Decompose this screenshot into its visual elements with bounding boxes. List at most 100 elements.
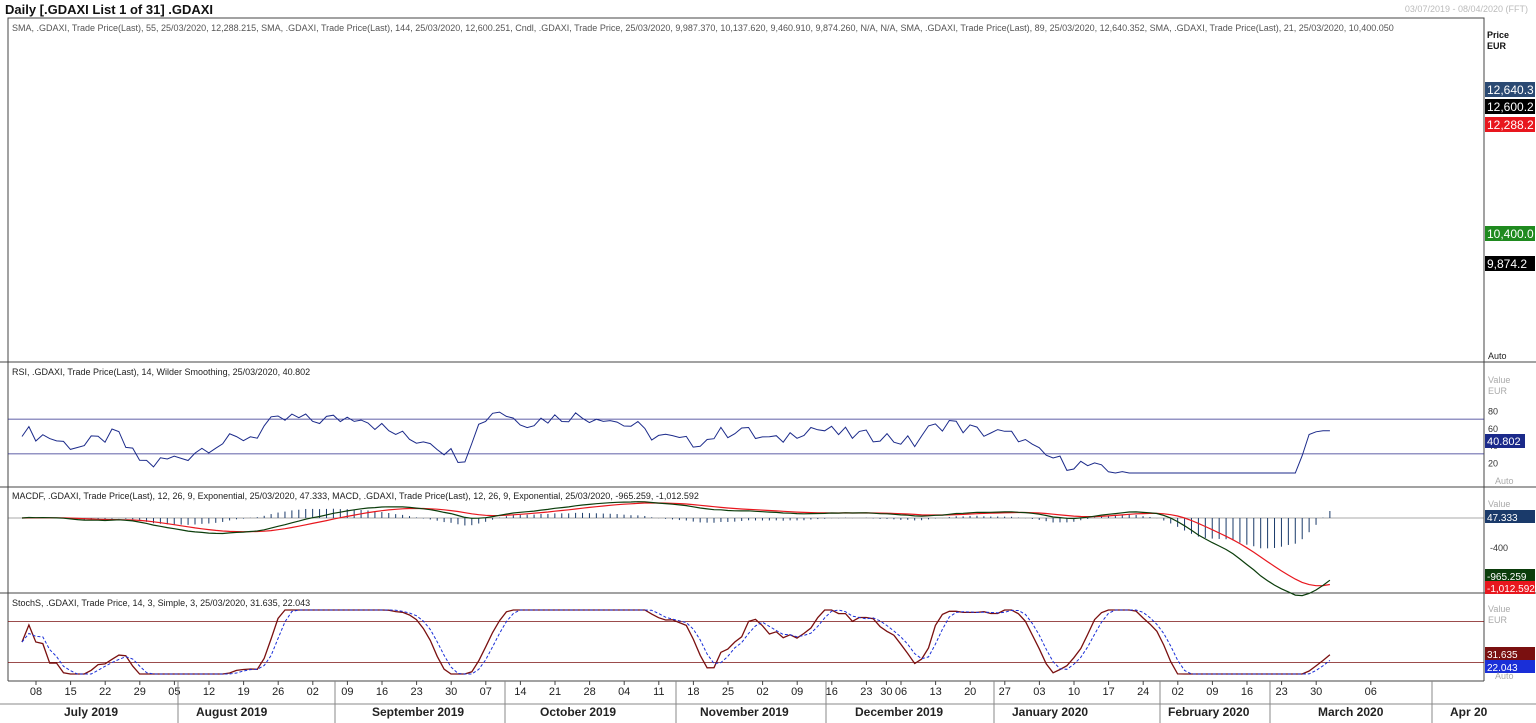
stoch-auto-button: Auto — [1495, 671, 1514, 681]
stoch-k-line — [21, 609, 1331, 675]
date-tick-label: 09 — [341, 686, 353, 698]
macd-signal-line — [21, 502, 1330, 587]
date-tick-label: 30 — [880, 686, 892, 698]
rsi-tick-label: 80 — [1488, 406, 1498, 416]
date-tick-label: 02 — [1172, 686, 1184, 698]
date-tick-label: 15 — [64, 686, 76, 698]
date-tick-label: 27 — [999, 686, 1011, 698]
date-tick-label: 18 — [687, 686, 699, 698]
rsi-indicator — [8, 411, 1484, 474]
auto-scale-button: Auto — [1488, 351, 1507, 361]
macd-indicator — [8, 501, 1484, 597]
macd-tag-label: -1,012.592 — [1487, 584, 1535, 595]
date-tick-label: 03 — [1033, 686, 1045, 698]
rsi-tag-bg — [1485, 434, 1525, 448]
rsi-axis-unit: EUR — [1488, 386, 1508, 396]
date-tick-label: 21 — [549, 686, 561, 698]
price-tag-label: 12,288.2 — [1487, 118, 1534, 132]
rsi-axis-header: Value — [1488, 375, 1510, 385]
date-tick-label: 24 — [1137, 686, 1149, 698]
date-tick-label: 25 — [722, 686, 734, 698]
rsi-tick-label: 60 — [1488, 424, 1498, 434]
date-tick-label: 19 — [237, 686, 249, 698]
macd-tag-label: 47.333 — [1487, 513, 1518, 524]
date-tick-label: 09 — [791, 686, 803, 698]
macd-tag-bg — [1485, 581, 1535, 594]
date-tick-label: 16 — [826, 686, 838, 698]
date-tick-label: 10 — [1068, 686, 1080, 698]
price-tag-bg — [1485, 226, 1535, 241]
date-tick-label: 28 — [583, 686, 595, 698]
month-label: August 2019 — [196, 705, 268, 719]
macd-tick-label: -400 — [1490, 543, 1508, 553]
date-tick-label: 12 — [203, 686, 215, 698]
date-tick-label: 17 — [1102, 686, 1114, 698]
date-tick-label: 16 — [1241, 686, 1253, 698]
macd-axis-header: Value — [1488, 499, 1510, 509]
price-tag-bg — [1485, 99, 1535, 114]
rsi-line — [21, 411, 1330, 474]
date-tick-label: 16 — [376, 686, 388, 698]
price-tag-bg — [1485, 256, 1535, 271]
panel-frames — [0, 17, 1536, 705]
macd-line — [21, 501, 1331, 597]
price-tag-label: 12,600.2 — [1487, 100, 1534, 114]
date-tick-label: 20 — [964, 686, 976, 698]
stochastic-indicator — [8, 609, 1484, 675]
date-tick-label: 23 — [410, 686, 422, 698]
date-tick-label: 02 — [307, 686, 319, 698]
date-tick-label: 29 — [134, 686, 146, 698]
macd-tag-bg — [1485, 510, 1535, 523]
date-tick-label: 06 — [895, 686, 907, 698]
month-label: July 2019 — [64, 705, 118, 719]
date-tick-label: 11 — [653, 686, 664, 698]
month-label: March 2020 — [1318, 705, 1384, 719]
date-tick-label: 14 — [514, 686, 526, 698]
date-tick-label: 13 — [929, 686, 941, 698]
date-tick-label: 08 — [30, 686, 42, 698]
price-axis-header: Price — [1487, 30, 1509, 40]
macd-tag-label: -965.259 — [1487, 572, 1527, 583]
date-tick-label: 05 — [168, 686, 180, 698]
stoch-d-line — [21, 609, 1331, 675]
date-axis: 08 15 22 29 05 12 19 26 02 09 16 23 30 07 14 21 28 04 11 18… — [30, 681, 1488, 723]
month-label: February 2020 — [1168, 705, 1250, 719]
date-tick-label: 30 — [1310, 686, 1322, 698]
price-value-tags: 12,640.3 12,600.2 12,288.2 10,400.0 9,874.2 — [1485, 82, 1535, 271]
month-label: October 2019 — [540, 705, 616, 719]
month-label: September 2019 — [372, 705, 464, 719]
macd-legend: MACDF, .GDAXI, Trade Price(Last), 12, 26… — [12, 491, 699, 501]
price-tag-bg — [1485, 82, 1535, 97]
stoch-axis-header: Value — [1488, 604, 1510, 614]
date-tick-label: 09 — [1206, 686, 1218, 698]
date-tick-label: 23 — [1275, 686, 1287, 698]
date-tick-label: 26 — [272, 686, 284, 698]
price-tag-label: 12,640.3 — [1487, 83, 1534, 97]
stoch-legend: StochS, .GDAXI, Trade Price, 14, 3, Simp… — [12, 598, 310, 608]
month-label: Apr 20 — [1450, 705, 1488, 719]
price-legend: SMA, .GDAXI, Trade Price(Last), 55, 25/0… — [12, 23, 1394, 33]
date-tick-label: 07 — [480, 686, 492, 698]
price-tag-bg — [1485, 117, 1535, 132]
date-tick-label: 23 — [860, 686, 872, 698]
stoch-axis-unit: EUR — [1488, 615, 1508, 625]
price-tag-label: 9,874.2 — [1487, 257, 1527, 271]
date-tick-label: 06 — [1365, 686, 1377, 698]
rsi-auto-button: Auto — [1495, 476, 1514, 486]
price-tag-label: 10,400.0 — [1487, 227, 1534, 241]
rsi-tag-label: 40.802 — [1487, 436, 1521, 448]
month-label: December 2019 — [855, 705, 943, 719]
date-tick-label: 30 — [445, 686, 457, 698]
rsi-tick-label: 20 — [1488, 459, 1498, 469]
chart-title: Daily [.GDAXI List 1 of 31] .GDAXI — [5, 2, 214, 17]
stoch-tag-bg — [1485, 647, 1535, 660]
price-axis-ticks: 13,50013,00012,50012,00011,50011,00010,5… — [1488, 351, 1507, 361]
macd-tag-bg — [1485, 569, 1535, 582]
stoch-tag-label: 31.635 — [1487, 650, 1518, 661]
month-label: November 2019 — [700, 705, 789, 719]
rsi-legend: RSI, .GDAXI, Trade Price(Last), 14, Wild… — [12, 367, 310, 377]
